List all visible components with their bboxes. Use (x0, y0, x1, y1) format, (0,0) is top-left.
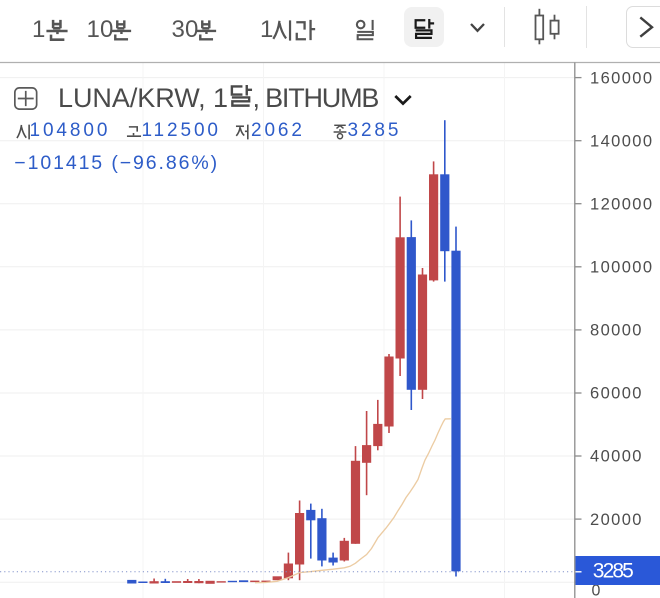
svg-text:80000: 80000 (590, 322, 643, 340)
svg-text:160000: 160000 (590, 69, 653, 87)
svg-text:140000: 140000 (590, 132, 653, 150)
svg-text:120000: 120000 (590, 195, 653, 213)
svg-text:100000: 100000 (590, 259, 653, 277)
svg-text:20000: 20000 (590, 511, 643, 529)
svg-text:0: 0 (592, 583, 601, 598)
svg-text:60000: 60000 (590, 385, 643, 403)
svg-text:3285: 3285 (593, 559, 633, 582)
svg-text:40000: 40000 (590, 448, 643, 466)
